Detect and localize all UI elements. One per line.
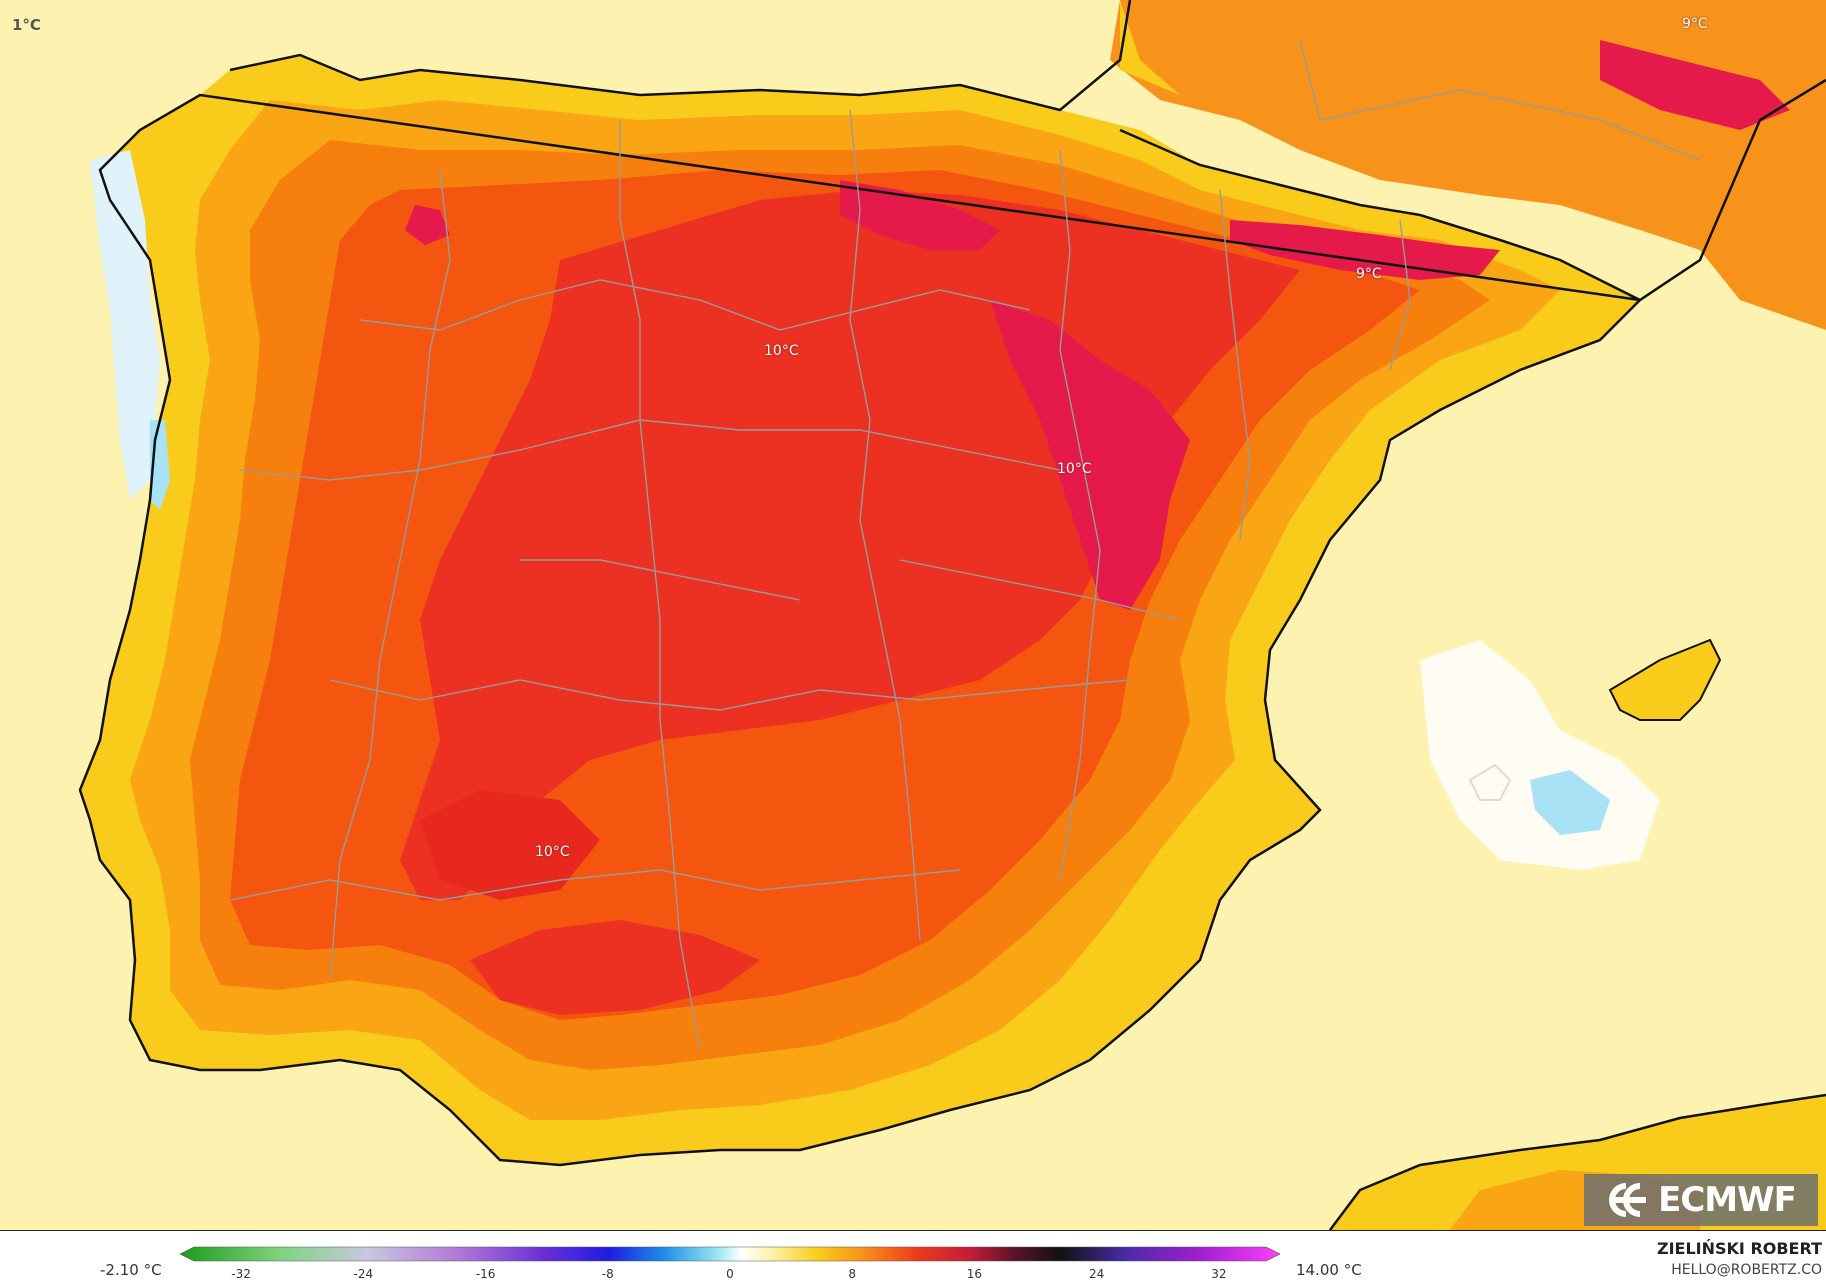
legend-tick: 8 xyxy=(848,1267,857,1281)
legend-min-label: -2.10 °C xyxy=(100,1261,162,1279)
crimson-west xyxy=(405,205,450,245)
temperature-map: 1°C 9°C 9°C 10°C 10°C 10°C ECMWF xyxy=(0,0,1826,1230)
temp-label-south-west: 10°C xyxy=(535,844,570,860)
cold-blue-patch xyxy=(1530,770,1610,835)
crimson-center xyxy=(990,300,1190,610)
southwest-red xyxy=(420,790,600,900)
author-email: HELLO@ROBERTZ.CO xyxy=(1671,1262,1822,1278)
color-scale-bar: -32 -24 -16 -8 0 8 16 24 32 xyxy=(179,1245,1281,1285)
legend-tick: -16 xyxy=(475,1267,496,1281)
south-red xyxy=(470,920,760,1015)
temp-label-north-meseta: 10°C xyxy=(764,343,799,359)
legend-tick: -24 xyxy=(353,1267,374,1281)
legend-max-label: 14.00 °C xyxy=(1296,1261,1362,1279)
author-credit: ZIELIŃSKI ROBERT HELLO@ROBERTZ.CO xyxy=(1657,1239,1822,1278)
temp-label-ne: 9°C xyxy=(1682,16,1708,32)
ecmwf-logo-icon xyxy=(1606,1182,1650,1218)
crimson-north xyxy=(840,180,1000,250)
ecmwf-logo: ECMWF xyxy=(1584,1174,1818,1226)
corner-temp-label: 1°C xyxy=(12,16,41,34)
legend-tick: -32 xyxy=(231,1267,251,1281)
coastline-iberia xyxy=(78,0,1826,1167)
legend-tick: 24 xyxy=(1089,1267,1105,1281)
legend-footer: -2.10 °C xyxy=(0,1230,1826,1288)
legend-tick: 16 xyxy=(966,1267,983,1281)
author-name: ZIELIŃSKI ROBERT xyxy=(1656,1239,1822,1258)
map-canvas xyxy=(78,0,1826,1230)
legend-tick: 32 xyxy=(1211,1267,1227,1281)
legend-tick: 0 xyxy=(726,1267,734,1281)
color-scale-svg xyxy=(179,1246,1281,1262)
crimson-pyrenees xyxy=(1230,220,1500,280)
crimson-france xyxy=(1600,40,1790,130)
region-borders xyxy=(229,39,1701,1051)
mallorca xyxy=(1608,638,1722,721)
cold-portugal xyxy=(90,150,160,500)
ecmwf-logo-text: ECMWF xyxy=(1658,1180,1797,1220)
biscay-gradient xyxy=(1120,0,1180,95)
temp-label-pyrenees: 9°C xyxy=(1356,266,1382,282)
coastline-africa xyxy=(1329,1093,1826,1230)
temp-label-aragon: 10°C xyxy=(1057,461,1092,477)
legend-tick: -8 xyxy=(601,1267,614,1281)
